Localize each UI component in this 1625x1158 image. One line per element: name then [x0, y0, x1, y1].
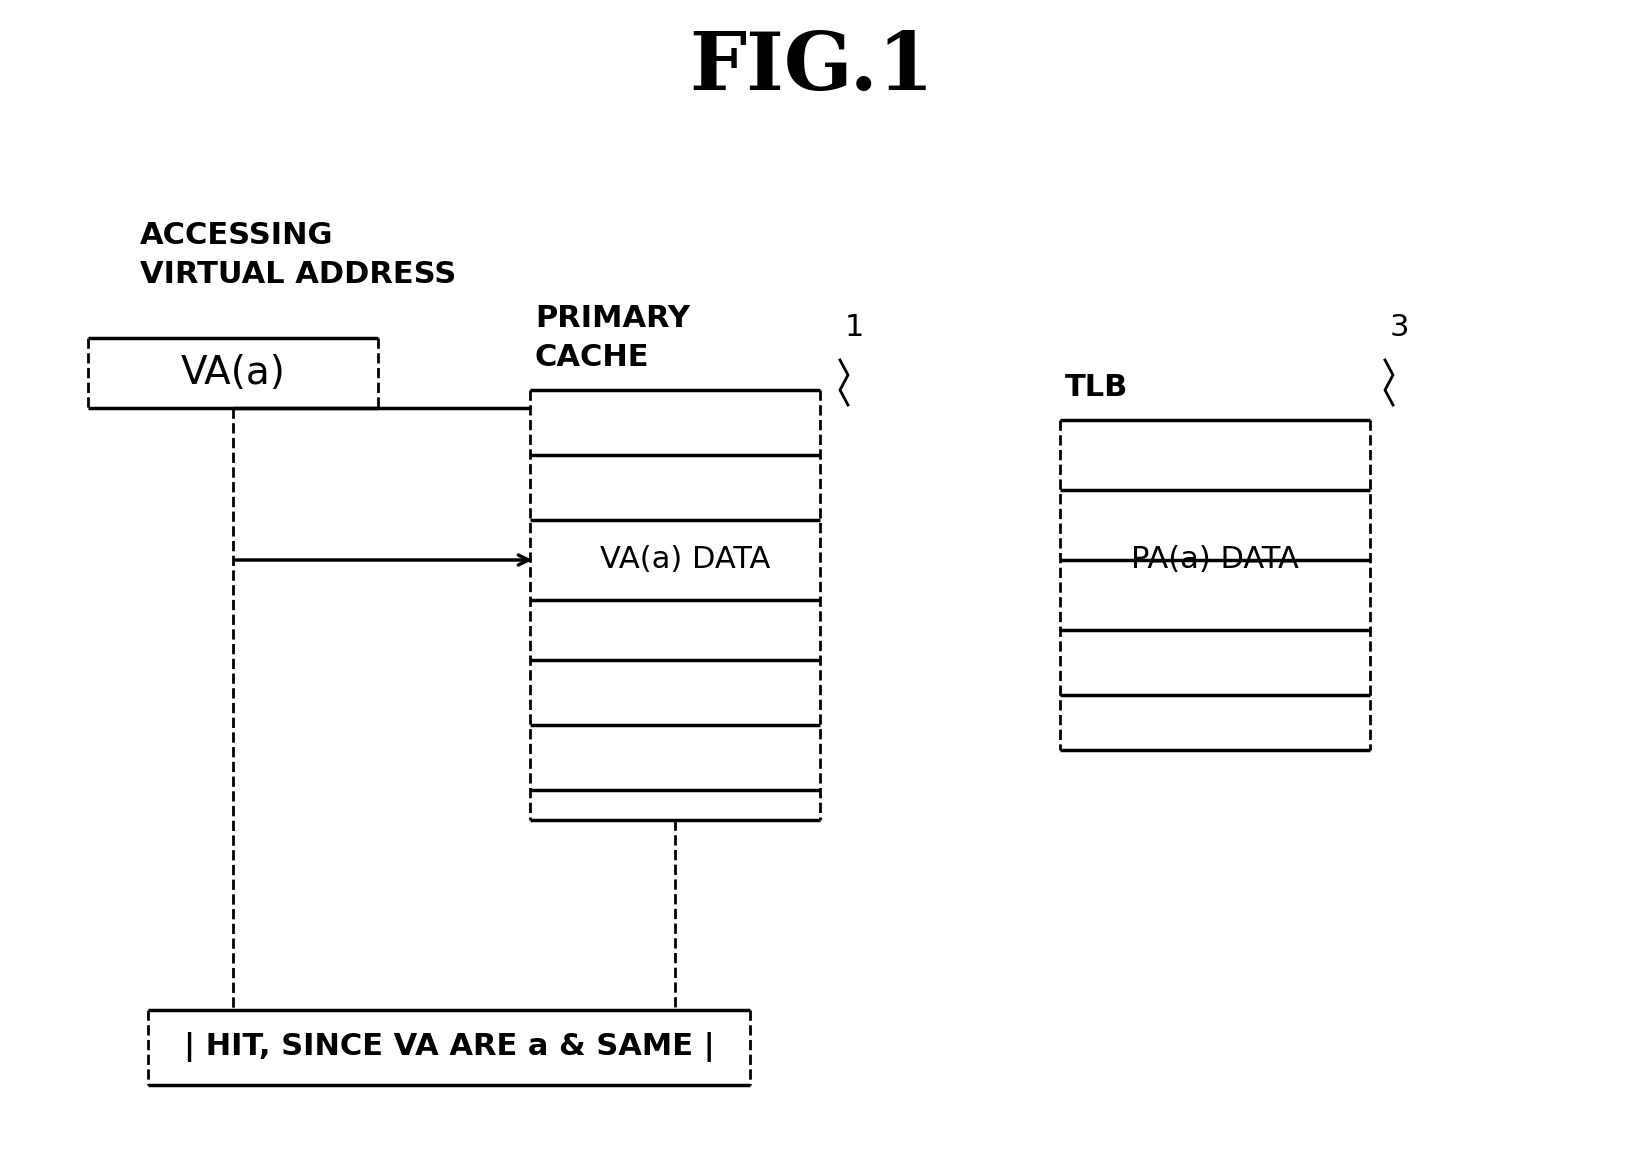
Text: PRIMARY
CACHE: PRIMARY CACHE — [535, 305, 691, 372]
Text: 1: 1 — [845, 314, 864, 343]
Text: TLB: TLB — [1064, 374, 1128, 403]
Text: PA(a) DATA: PA(a) DATA — [1131, 545, 1298, 574]
Text: VA(a) DATA: VA(a) DATA — [600, 545, 770, 574]
Text: 3: 3 — [1389, 314, 1409, 343]
Text: | HIT, SINCE VA ARE a & SAME |: | HIT, SINCE VA ARE a & SAME | — [184, 1033, 715, 1063]
Text: ACCESSING
VIRTUAL ADDRESS: ACCESSING VIRTUAL ADDRESS — [140, 221, 457, 288]
Text: FIG.1: FIG.1 — [689, 29, 934, 107]
Text: VA(a): VA(a) — [180, 354, 286, 393]
